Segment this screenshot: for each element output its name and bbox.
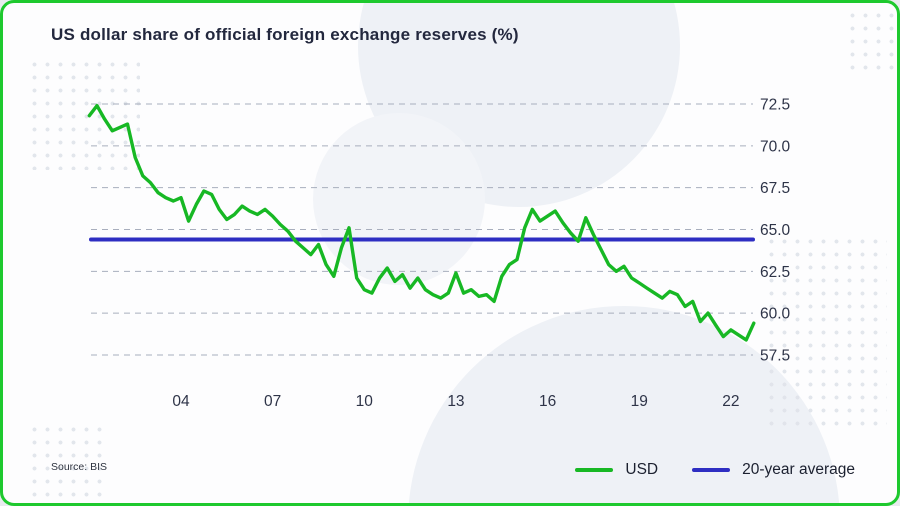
background-circle [313,113,485,285]
halftone-dots [765,235,887,427]
y-tick-label: 70.0 [760,138,791,155]
legend-item-usd: USD [575,461,658,479]
x-tick-label: 22 [722,393,739,410]
halftone-dots [846,9,896,71]
y-tick-label: 65.0 [760,222,791,239]
legend-label: USD [625,461,659,478]
y-tick-label: 72.5 [760,97,790,114]
y-tick-label: 62.5 [760,264,790,281]
x-tick-label: 10 [356,393,374,410]
x-tick-label: 16 [539,393,556,410]
usd-line-swatch [575,468,614,472]
chart: 57.5 60.0 62.5 65.0 67.5 70.0 72.5 04 07 10 13 16 19… [87,97,791,410]
y-tick-label: 57.5 [760,347,790,364]
x-tick-label: 13 [447,393,464,410]
x-tick-label: 19 [631,393,648,410]
y-tick-label: 60.0 [760,306,791,323]
average-line-swatch [692,468,731,472]
source-note: Source: BIS [51,461,108,473]
legend: USD 20-year average [575,461,855,479]
page-title: US dollar share of official foreign exch… [51,25,519,44]
y-tick-label: 67.5 [760,180,790,197]
halftone-dots [28,423,110,499]
legend-label: 20-year average [742,461,855,478]
usd-line [87,103,756,342]
legend-item-average: 20-year average [692,461,855,479]
x-tick-label: 07 [264,393,281,410]
halftone-dots [28,58,140,170]
x-tick-label: 04 [172,393,190,410]
